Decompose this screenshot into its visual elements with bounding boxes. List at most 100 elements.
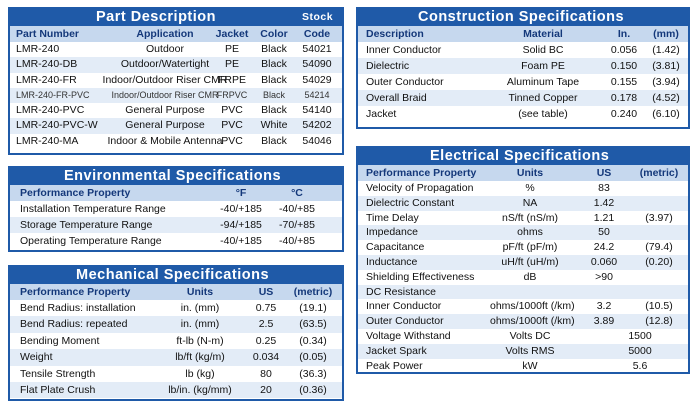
electrical-metric: (3.97) (645, 211, 673, 224)
part-jacket: FRPE (217, 73, 246, 86)
mechanical-panel: Mechanical Specifications Performance Pr… (8, 265, 344, 401)
electrical-property: Shielding Effectiveness (366, 270, 475, 283)
electrical-metric: (10.5) (645, 300, 673, 313)
mechanical-metric: (19.1) (299, 302, 327, 314)
con-material-header: Material (523, 28, 563, 40)
electrical-units: uH/ft (uH/m) (501, 255, 559, 268)
part-application: Outdoor (146, 43, 184, 55)
mechanical-property: Bending Moment (20, 334, 100, 347)
electrical-row: Outer Conductor ohms/1000ft (/km) 3.89 (12.… (358, 314, 688, 329)
environmental-property: Storage Temperature Range (20, 219, 153, 231)
part-jacket: PVC (221, 119, 243, 132)
mechanical-units: lb/ft (kg/m) (175, 351, 225, 364)
electrical-property: Time Delay (366, 211, 419, 224)
construction-mm: (6.10) (652, 108, 680, 120)
env-c-header: °C (291, 187, 303, 199)
mechanical-us: 0.75 (255, 302, 277, 314)
stock-header: Stock (302, 11, 334, 23)
part-part-number: LMR-240 (16, 43, 60, 55)
part-row: LMR-240 Outdoor PE Black 54021 (10, 42, 342, 57)
part-row: LMR-240-PVC General Purpose PVC Black 54140 (10, 103, 342, 118)
part-application: Indoor & Mobile Antenna (107, 134, 223, 147)
part-jacket: PVC (221, 104, 243, 117)
part-description-panel: Part Description Stock Part Number Appli… (8, 7, 344, 155)
electrical-row: Peak Power kW 5.6 (358, 359, 688, 372)
construction-mm: (3.94) (652, 76, 680, 88)
construction-row: Dielectric Foam PE 0.150 (3.81) (358, 58, 688, 74)
part-jacket: PVC (221, 134, 243, 147)
electrical-us: 5000 (628, 344, 652, 357)
mechanical-property: Weight (20, 351, 53, 364)
mechanical-row: Bend Radius: installation in. (mm) 0.75 (19… (10, 300, 342, 316)
construction-in: 0.178 (610, 92, 638, 104)
electrical-title-bar: Electrical Specifications (358, 148, 688, 165)
part-application: Indoor/Outdoor Riser CMR (111, 89, 219, 100)
electrical-property: Velocity of Propagation (366, 182, 474, 194)
electrical-row: Inductance uH/ft (uH/m) 0.060 (0.20) (358, 254, 688, 270)
construction-row: Outer Conductor Aluminum Tape 0.155 (3.94) (358, 74, 688, 90)
code-header: Code (303, 28, 331, 40)
mechanical-metric: (36.3) (299, 367, 327, 380)
part-part-number: LMR-240-PVC (16, 104, 85, 117)
electrical-property: Outer Conductor (366, 315, 444, 328)
mechanical-metric: (63.5) (299, 318, 327, 331)
mech-metric-header: (metric) (293, 286, 333, 298)
mechanical-us: 0.034 (252, 351, 280, 364)
mechanical-property: Flat Plate Crush (20, 383, 96, 396)
con-description-header: Description (366, 28, 424, 40)
part-part-number: LMR-240-FR-PVC (16, 89, 90, 100)
electrical-us: 3.89 (593, 315, 615, 328)
jacket-header: Jacket (215, 28, 249, 40)
part-color: Black (262, 89, 285, 100)
construction-row: Overall Braid Tinned Copper 0.178 (4.52) (358, 90, 688, 106)
electrical-row: Capacitance pF/ft (pF/m) 24.2 (79.4) (358, 240, 688, 255)
environmental-title-bar: Environmental Specifications (10, 168, 342, 185)
elec-property-header: Performance Property (366, 167, 477, 179)
construction-description: Dielectric (366, 60, 410, 72)
electrical-property: DC Resistance (366, 285, 437, 298)
electrical-metric: (79.4) (645, 241, 673, 254)
part-application: General Purpose (125, 104, 205, 117)
construction-description: Inner Conductor (366, 44, 442, 56)
construction-mm: (3.81) (652, 60, 680, 72)
part-application: General Purpose (125, 119, 205, 132)
construction-description: Jacket (366, 108, 397, 120)
elec-us-header: US (596, 167, 612, 179)
part-description-header-row: Part Number Application Jacket Color Cod… (10, 26, 342, 42)
part-application: Outdoor/Watertight (120, 58, 210, 71)
mechanical-title: Mechanical Specifications (76, 267, 270, 283)
env-property-header: Performance Property (20, 187, 131, 199)
mechanical-row: Flat Plate Crush lb/in. (kg/mm) 20 (0.36) (10, 381, 342, 399)
construction-in: 0.240 (610, 108, 638, 120)
mechanical-property: Tensile Strength (20, 367, 96, 380)
application-header: Application (136, 28, 194, 40)
part-row: LMR-240-MA Indoor & Mobile Antenna PVC Blac… (10, 134, 342, 149)
electrical-units: ohms (517, 226, 543, 239)
mechanical-units: in. (mm) (180, 302, 220, 314)
electrical-us: 1.42 (593, 196, 615, 209)
construction-title-bar: Construction Specifications (358, 9, 688, 26)
environmental-panel: Environmental Specifications Performance… (8, 166, 344, 252)
part-description-title: Part Description (96, 9, 216, 25)
environmental-fahrenheit: -40/+185 (220, 203, 262, 215)
mechanical-us: 20 (260, 383, 272, 396)
mechanical-row: Weight lb/ft (kg/m) 0.034 (0.05) (10, 349, 342, 366)
electrical-us: 1.21 (593, 211, 615, 224)
mechanical-units: lb (kg) (185, 367, 215, 380)
electrical-row: Voltage Withstand Volts DC 1500 (358, 329, 688, 344)
electrical-property: Inductance (366, 255, 418, 268)
environmental-property: Operating Temperature Range (20, 235, 162, 247)
environmental-title: Environmental Specifications (64, 168, 282, 184)
part-stock-code: 54140 (302, 104, 332, 117)
part-color: Black (261, 58, 287, 71)
part-stock-code: 54021 (302, 43, 332, 55)
part-jacket: FRPVC (216, 89, 248, 100)
environmental-fahrenheit: -94/+185 (220, 219, 262, 231)
electrical-units: Volts DC (509, 329, 551, 342)
part-row: LMR-240-FR Indoor/Outdoor Riser CMR FRPE Bl… (10, 73, 342, 88)
electrical-us: 83 (598, 182, 610, 194)
part-color: Black (261, 134, 287, 147)
construction-in: 0.056 (610, 44, 638, 56)
electrical-us: 3.2 (596, 300, 612, 313)
environmental-row: Operating Temperature Range -40/+185 -40/+… (10, 233, 342, 249)
